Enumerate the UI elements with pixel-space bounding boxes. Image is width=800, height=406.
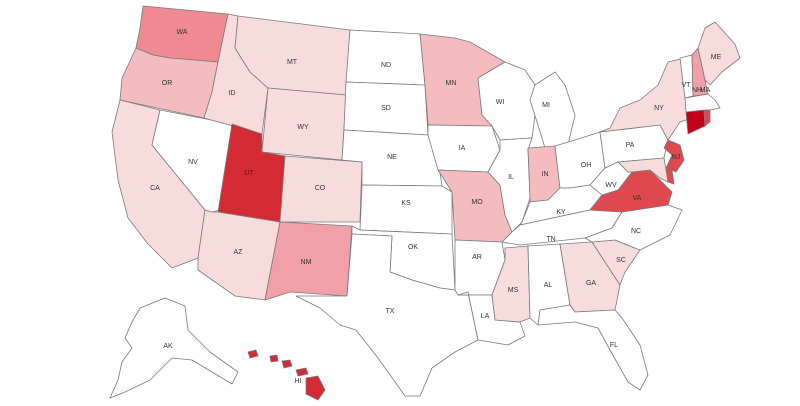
- state-tx[interactable]: [295, 233, 479, 397]
- state-fl[interactable]: [537, 304, 649, 391]
- state-hi[interactable]: [247, 349, 326, 401]
- state-nc[interactable]: [584, 204, 683, 251]
- label-hi: HI: [295, 378, 302, 385]
- state-ak[interactable]: [109, 297, 239, 399]
- state-ia[interactable]: [427, 124, 501, 173]
- state-nd[interactable]: [345, 29, 426, 86]
- state-md[interactable]: [617, 157, 669, 183]
- state-nm[interactable]: [264, 221, 353, 301]
- state-mi[interactable]: [529, 71, 576, 149]
- state-co[interactable]: [279, 155, 363, 223]
- state-ri[interactable]: [703, 109, 711, 127]
- state-ks[interactable]: [359, 184, 453, 235]
- state-ma[interactable]: [684, 93, 721, 113]
- state-nh[interactable]: [691, 47, 709, 97]
- state-wy[interactable]: [261, 87, 347, 161]
- state-ct[interactable]: [685, 109, 706, 135]
- state-wi[interactable]: [477, 61, 536, 141]
- state-nj[interactable]: [663, 139, 685, 173]
- state-me[interactable]: [697, 21, 741, 86]
- state-sd[interactable]: [343, 81, 429, 136]
